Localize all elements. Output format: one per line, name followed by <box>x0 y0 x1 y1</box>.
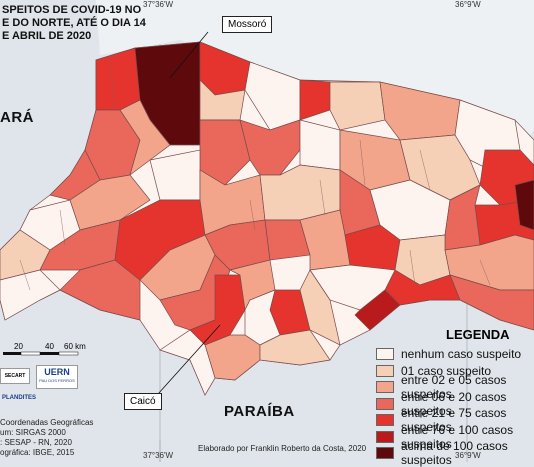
legend-swatch <box>376 447 394 460</box>
map-title-line-3: E ABRIL DE 2020 <box>2 30 92 42</box>
legend-item: 01 caso suspeito <box>376 363 534 380</box>
legend-label: entre 21 e 75 casos suspeitos <box>401 406 507 435</box>
uern-logo: UERN PAU DOS FERROS <box>36 365 78 389</box>
legend-item: nenhum caso suspeito <box>376 346 534 363</box>
scale-tick-40: 40 <box>45 342 54 351</box>
legend-item: acima de 100 casos suspeitos <box>376 439 534 467</box>
legend-label: nenhum caso suspeito <box>401 347 522 362</box>
scale-bar: 20 40 60 km <box>3 342 86 356</box>
credit-line-2: um: SIRGAS 2000 <box>0 428 66 437</box>
legend-swatch <box>376 430 394 443</box>
legend-label: entre 76 e 100 casos suspeitos <box>401 422 514 451</box>
callout-caico: Caicó <box>124 393 162 410</box>
coord-bottom-right: 36°9'W <box>455 451 481 460</box>
state-label-paraiba: PARAÍBA <box>224 403 295 420</box>
coord-top-left: 37°36'W <box>143 0 174 9</box>
credit-line-4: ográfica: IBGE, 2015 <box>0 448 75 457</box>
map-title-line-2: E DO NORTE, ATÉ O DIA 14 <box>2 17 146 29</box>
map-credits: Coordenadas Geográficas um: SIRGAS 2000 … <box>0 418 93 458</box>
scale-tick-60: 60 km <box>64 342 86 351</box>
legend-swatch <box>376 397 394 410</box>
map-title-line-1: SPEITOS DE COVID-19 NO <box>2 4 142 16</box>
legend-label: entre 02 e 05 casos suspeitos <box>401 373 507 402</box>
institution-logos: SECART UERN PAU DOS FERROS PLANDITES <box>0 365 80 410</box>
uern-logo-sub: PAU DOS FERROS <box>39 378 75 383</box>
legend-label: acima de 100 casos suspeitos <box>401 439 508 467</box>
credit-line-1: Coordenadas Geográficas <box>0 418 94 427</box>
legend-label: entre 06 e 20 casos suspeitos <box>401 389 507 418</box>
legend-label: 01 caso suspeito <box>401 363 492 378</box>
state-area <box>0 41 534 396</box>
map-title: SPEITOS DE COVID-19 NO E DO NORTE, ATÉ O… <box>2 4 146 43</box>
state-label-ceara: ARÁ <box>0 109 34 126</box>
legend-swatch <box>376 414 394 427</box>
plandites-logo: PLANDITES <box>2 395 37 401</box>
legend: nenhum caso suspeito 01 caso suspeito entr… <box>376 346 534 467</box>
secart-logo: SECART <box>0 368 30 384</box>
legend-swatch <box>376 381 394 394</box>
coord-top-right: 36°9'W <box>455 0 481 9</box>
callout-mossoro: Mossoró <box>222 16 273 33</box>
legend-item: entre 21 e 75 casos suspeitos <box>376 406 534 434</box>
credit-line-3: : SESAP - RN, 2020 <box>0 438 72 447</box>
map-author: Elaborado por Franklin Roberto da Costa,… <box>198 444 367 453</box>
legend-swatch <box>376 364 394 377</box>
legend-title: LEGENDA <box>446 327 510 342</box>
legend-item: entre 06 e 20 casos suspeitos <box>376 390 534 418</box>
legend-swatch <box>376 348 394 361</box>
legend-item: entre 02 e 05 casos suspeitos <box>376 373 534 401</box>
scale-tick-20: 20 <box>14 342 23 351</box>
uern-logo-text: UERN <box>44 367 70 377</box>
legend-item: entre 76 e 100 casos suspeitos <box>376 423 534 451</box>
coord-bottom-left: 37°36'W <box>143 451 174 460</box>
